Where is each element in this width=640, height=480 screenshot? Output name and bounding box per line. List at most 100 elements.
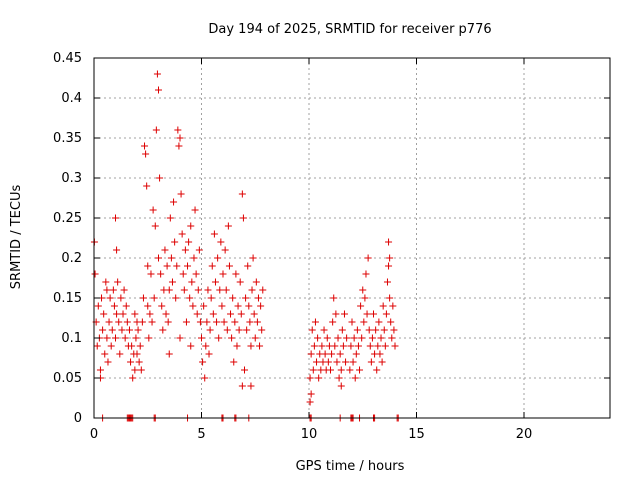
data-point <box>364 254 372 262</box>
data-point <box>243 326 251 334</box>
data-point <box>327 366 334 374</box>
data-point <box>128 342 136 350</box>
data-point <box>122 302 130 310</box>
data-point <box>333 358 341 366</box>
data-point <box>144 262 152 270</box>
data-point <box>385 262 393 270</box>
data-point <box>245 302 253 310</box>
data-point <box>313 358 321 366</box>
data-point <box>177 190 185 198</box>
data-point <box>96 366 104 374</box>
data-point <box>238 190 246 198</box>
data-points <box>90 70 402 422</box>
data-point <box>116 350 124 358</box>
data-point <box>366 342 374 350</box>
y-tick-label: 0.45 <box>53 51 82 66</box>
x-tick-label: 0 <box>90 427 98 442</box>
data-point <box>168 278 176 286</box>
data-point <box>348 318 356 326</box>
data-point <box>343 334 351 342</box>
data-point <box>185 238 193 246</box>
data-point <box>332 310 340 318</box>
data-point <box>351 374 359 382</box>
data-point <box>208 262 216 270</box>
data-point <box>162 310 170 318</box>
data-point <box>137 366 145 374</box>
data-point <box>311 318 319 326</box>
data-point <box>338 326 346 334</box>
data-point <box>250 310 258 318</box>
data-point <box>363 310 371 318</box>
data-point <box>252 278 260 286</box>
data-point <box>358 334 366 342</box>
data-point <box>136 342 144 350</box>
data-point <box>235 326 243 334</box>
data-point <box>217 238 225 246</box>
data-point <box>142 150 150 158</box>
data-point <box>361 294 369 302</box>
data-point <box>105 318 113 326</box>
data-point <box>172 294 180 302</box>
data-point <box>307 350 315 358</box>
data-point <box>234 302 242 310</box>
data-point <box>202 342 210 350</box>
data-point <box>192 270 200 278</box>
data-point <box>254 294 262 302</box>
data-point <box>378 358 386 366</box>
data-point <box>190 254 198 262</box>
data-point <box>139 294 147 302</box>
data-point <box>115 318 123 326</box>
data-point <box>147 270 155 278</box>
data-point <box>224 222 232 230</box>
x-axis-label: GPS time / hours <box>296 459 405 474</box>
y-tick-label: 0.15 <box>53 291 82 306</box>
data-point <box>256 342 264 350</box>
data-point <box>377 334 385 342</box>
data-point <box>328 350 336 358</box>
data-point <box>220 318 228 326</box>
data-point <box>181 246 189 254</box>
data-point <box>148 318 156 326</box>
data-point <box>174 126 182 134</box>
axis-ticks: 0 5 10 15 20 0 0.05 0.1 0.15 0.2 0.25 0.3 0.35 0.4 0.4… <box>53 51 610 442</box>
y-tick-label: 0.05 <box>53 371 82 386</box>
data-point <box>236 278 244 286</box>
data-point <box>161 246 169 254</box>
data-point <box>193 310 201 318</box>
data-point <box>204 286 212 294</box>
y-tick-label: 0.2 <box>61 251 82 266</box>
data-point <box>246 318 254 326</box>
data-point <box>176 134 184 142</box>
data-point <box>200 302 208 310</box>
data-point <box>146 310 154 318</box>
data-point <box>151 222 159 230</box>
data-point <box>144 302 152 310</box>
data-point <box>102 278 110 286</box>
data-point <box>233 342 241 350</box>
data-point <box>223 326 231 334</box>
data-point <box>94 302 102 310</box>
data-point <box>339 342 347 350</box>
data-point <box>194 286 202 294</box>
data-point <box>158 302 166 310</box>
data-point <box>155 254 162 262</box>
data-point <box>150 294 158 302</box>
data-point <box>385 238 393 246</box>
data-point <box>373 366 381 374</box>
data-point <box>257 302 265 310</box>
data-point <box>370 310 377 318</box>
data-point <box>372 326 380 334</box>
data-point <box>249 254 257 262</box>
data-point <box>138 318 146 326</box>
data-point <box>218 302 226 310</box>
data-point <box>310 342 318 350</box>
data-point <box>227 310 235 318</box>
data-point <box>211 278 219 286</box>
data-point <box>353 326 361 334</box>
chart-title: Day 194 of 2025, SRMTID for receiver p77… <box>208 22 491 37</box>
data-point <box>118 326 126 334</box>
data-point <box>241 366 248 374</box>
data-point <box>127 358 135 366</box>
y-tick-label: 0.3 <box>61 171 82 186</box>
